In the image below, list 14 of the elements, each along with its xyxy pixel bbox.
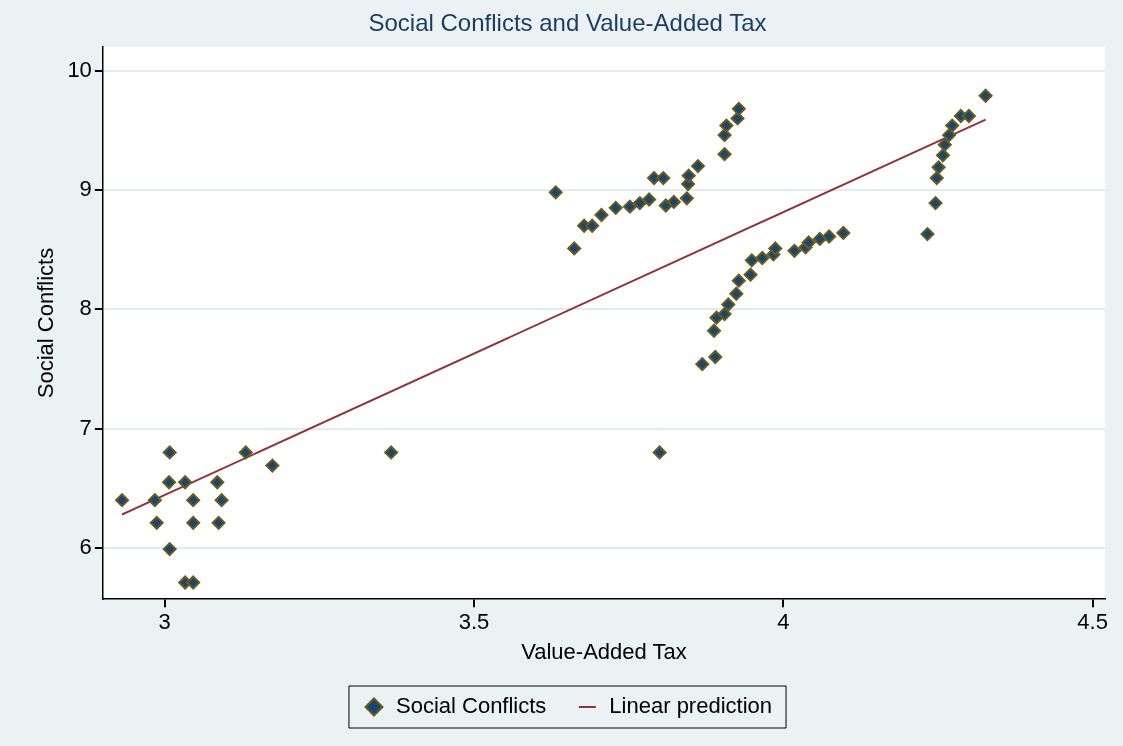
- x-tick-label: 4: [777, 609, 790, 635]
- y-tick-label: 10: [67, 56, 92, 82]
- legend-label: Linear prediction: [609, 693, 773, 719]
- chart-title: Social Conflicts and Value-Added Tax: [368, 9, 767, 37]
- y-tick-label: 9: [79, 176, 92, 202]
- y-axis-title: Social Conflicts: [33, 247, 59, 399]
- y-tick-label: 6: [79, 533, 92, 559]
- legend-label: Social Conflicts: [395, 693, 547, 719]
- x-tick-label: 3: [158, 609, 171, 635]
- y-tick-label: 8: [79, 295, 92, 321]
- x-axis-title: Value-Added Tax: [521, 638, 687, 664]
- y-tick-label: 7: [79, 414, 92, 440]
- x-tick-label: 3.5: [458, 609, 490, 635]
- x-tick-label: 4.5: [1077, 609, 1108, 635]
